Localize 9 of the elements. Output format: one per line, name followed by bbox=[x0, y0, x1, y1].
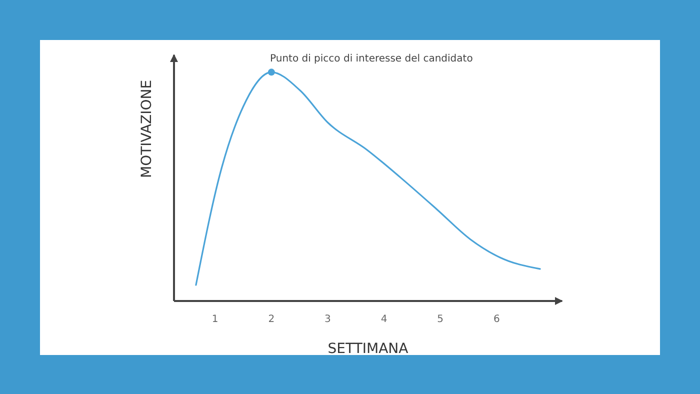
annotation: Punto di picco di interesse del candidato bbox=[270, 54, 473, 65]
x-axis-title: SETTIMANA bbox=[328, 341, 409, 357]
y-axis-title: MOTIVAZIONE bbox=[138, 80, 155, 178]
x-tick-label: 3 bbox=[324, 314, 331, 326]
x-tick-label: 6 bbox=[493, 314, 500, 326]
x-tick-label: 4 bbox=[380, 314, 388, 326]
x-tick-label: 1 bbox=[212, 314, 218, 326]
x-tick-label: 2 bbox=[268, 314, 275, 326]
x-tick-label: 5 bbox=[437, 314, 444, 326]
